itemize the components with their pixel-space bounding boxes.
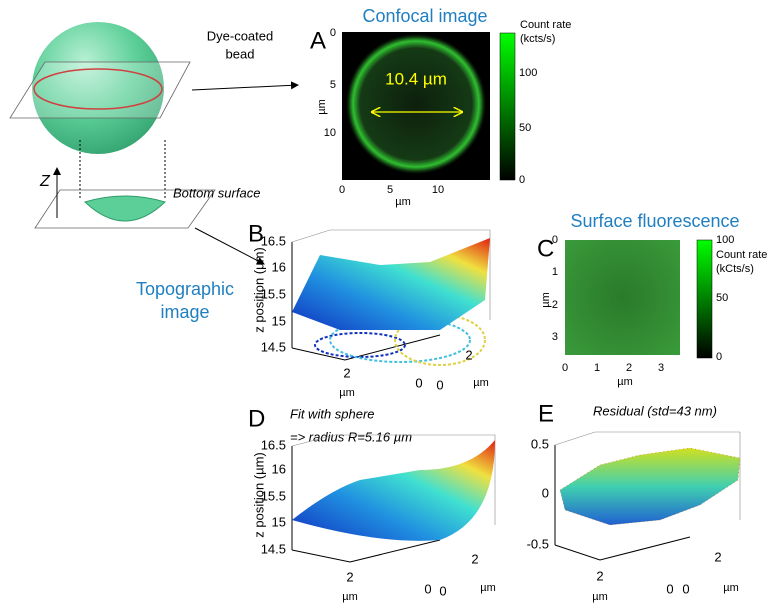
z-label: Z	[39, 173, 51, 190]
bead-ring	[346, 34, 486, 174]
box-line	[291, 229, 491, 320]
colorbar-tick-label: 100	[716, 234, 734, 246]
bead-label: Dye-coated	[207, 28, 273, 43]
y-tick-label: 5	[330, 79, 336, 91]
z-tick-label: 16	[272, 259, 286, 274]
x-tick-label: 5	[387, 184, 393, 196]
tick-labels: 16.5 16 15.5 15 14.5	[261, 233, 286, 354]
floor-axis	[291, 334, 441, 361]
z-axis-label: z position (µm)	[251, 452, 266, 538]
floor-axis	[291, 539, 441, 563]
bottom-plane	[34, 189, 216, 229]
arrow	[191, 81, 299, 91]
bead-label: bead	[226, 46, 255, 61]
topography-surface	[292, 238, 490, 330]
x-axis-label: µm	[617, 376, 633, 388]
panel-letter: C	[537, 235, 554, 262]
colorbar-label: (kcts/s)	[520, 33, 555, 45]
x-tick-label: 0	[666, 581, 673, 596]
x-tick-label: 0	[339, 184, 345, 196]
caption: => radius R=5.16 µm	[290, 429, 412, 444]
z-tick-label: 15	[272, 313, 286, 328]
x-tick-label: 0	[415, 375, 422, 390]
z-tick-label: 16	[272, 461, 286, 476]
z-tick-label: 0.5	[531, 436, 549, 451]
residual-surface	[559, 447, 741, 526]
y-tick-label: 10	[324, 127, 336, 139]
diameter-label: 10.4 µm	[385, 69, 447, 88]
panel-title: Surface fluorescence	[570, 211, 739, 231]
colorbar-label: Count rate	[520, 19, 571, 31]
colorbar	[696, 239, 713, 359]
bead	[32, 22, 164, 154]
floor-axis	[554, 536, 691, 561]
z-tick-label: 16.5	[261, 437, 286, 452]
panel-letter: D	[248, 405, 265, 432]
colorbar-tick-label: 50	[716, 292, 728, 304]
x-tick-label: 0	[424, 581, 431, 596]
colorbar-tick-label: 0	[716, 351, 722, 363]
box-line	[291, 434, 496, 525]
colorbar-label: (kCts/s)	[716, 263, 754, 275]
z-tick-label: 14.5	[261, 541, 286, 556]
panel-letter: B	[248, 220, 264, 247]
x-axis-label: µm	[592, 591, 608, 603]
y-tick-label: 0	[439, 583, 446, 598]
y-tick-label: 2	[471, 551, 478, 566]
z-tick-label: 14.5	[261, 339, 286, 354]
y-tick-label: 2	[714, 549, 721, 564]
arrow	[194, 227, 265, 265]
caption: Residual (std=43 nm)	[593, 403, 717, 418]
y-tick-label: 0	[330, 27, 336, 39]
x-tick-label: 1	[594, 362, 600, 374]
z-tick-label: 15	[272, 514, 286, 529]
fitted-sphere	[292, 440, 495, 541]
y-tick-label: 0	[436, 377, 443, 392]
y-tick-label: 1	[552, 266, 558, 278]
x-axis-label: µm	[395, 196, 411, 208]
colorbar-tick-label: 0	[519, 174, 525, 186]
z-tick-label: 16.5	[261, 233, 286, 248]
z-tick-label: 15.5	[261, 286, 286, 301]
panel-title: Confocal image	[362, 6, 487, 26]
colorbar-tick-label: 100	[519, 67, 537, 79]
z-tick-label: -0.5	[527, 536, 549, 551]
x-axis-label: µm	[339, 387, 355, 399]
z-tick-label: 0	[542, 485, 549, 500]
x-tick-label: 2	[343, 365, 350, 380]
y-tick-label: 2	[465, 347, 472, 362]
y-tick-label: 0	[552, 234, 558, 246]
focal-ring	[33, 68, 163, 110]
topographic-label: image	[160, 302, 209, 322]
y-axis-label: µm	[540, 292, 552, 308]
y-tick-label: 0	[682, 581, 689, 596]
colorbar-label: Count rate	[716, 249, 767, 261]
colorbar	[499, 32, 516, 181]
bottom-label: Bottom surface	[173, 185, 260, 200]
x-tick-label: 0	[562, 362, 568, 374]
y-axis-label: µm	[723, 582, 739, 594]
panel-letter: A	[310, 27, 326, 54]
z-axis-label: z position (µm)	[251, 247, 266, 333]
y-axis-label: µm	[316, 99, 328, 115]
x-axis-label: µm	[342, 591, 358, 603]
colorbar-tick-label: 50	[519, 122, 531, 134]
topographic-label: Topographic	[136, 279, 234, 299]
fluorescence-image	[565, 240, 680, 355]
box-line	[554, 431, 741, 520]
z-tick-label: 15.5	[261, 488, 286, 503]
y-tick-label: 3	[552, 331, 558, 343]
x-tick-label: 2	[346, 569, 353, 584]
y-tick-label: 2	[552, 299, 558, 311]
x-tick-label: 2	[626, 362, 632, 374]
x-tick-label: 2	[596, 568, 603, 583]
bottom-cap	[84, 195, 166, 222]
x-tick-label: 3	[658, 362, 664, 374]
y-axis-label: µm	[480, 582, 496, 594]
x-tick-label: 10	[432, 184, 444, 196]
y-axis-label: µm	[473, 377, 489, 389]
caption: Fit with sphere	[290, 406, 375, 421]
panel-letter: E	[538, 400, 554, 427]
